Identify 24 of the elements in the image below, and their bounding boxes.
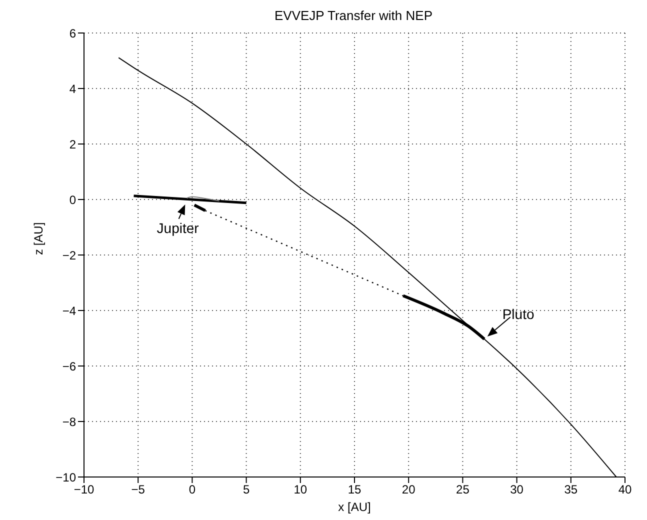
y-axis-title: z [AU] [31,222,46,255]
x-tick-label: 5 [242,482,250,497]
y-tick-label: −6 [62,359,76,374]
x-axis-title: x [AU] [338,500,371,514]
x-tick-label: 30 [510,482,524,497]
annotation: Pluto [502,306,534,322]
y-tick-label: −8 [62,414,76,429]
y-tick-label: −2 [62,248,76,262]
x-tick-label: 10 [294,482,308,497]
annotation: Jupiter [156,220,200,236]
y-tick-label: 6 [69,26,76,40]
y-tick-label: 0 [69,192,76,207]
y-tick-label: 2 [69,137,76,152]
x-tick-label: 15 [348,482,362,497]
y-tick-label: −4 [62,304,76,318]
x-tick-label: 25 [456,482,470,497]
chart-title: EVVEJP Transfer with NEP [274,8,434,25]
x-tick-label: 0 [188,482,196,497]
y-tick-label: −10 [56,470,76,484]
x-tick-label: −5 [131,482,146,497]
y-tick-label: 4 [69,82,76,96]
x-tick-label: 35 [564,482,578,497]
x-tick-label: 40 [618,482,632,497]
x-tick-label: 20 [402,482,416,497]
